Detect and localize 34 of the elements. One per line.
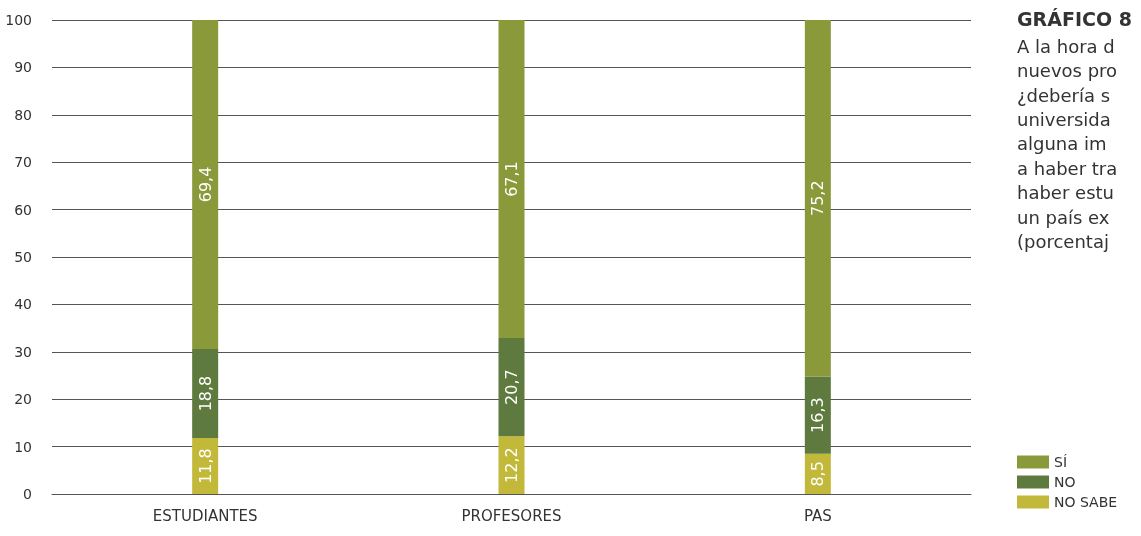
x-tick-label: PAS [803,506,832,525]
data-label: 67,1 [502,161,521,197]
data-label: 12,2 [502,447,521,483]
y-tick-label: 40 [14,296,32,313]
y-tick-label: 50 [14,249,32,265]
y-tick-label: 0 [23,486,32,502]
x-tick-label: PROFESORES [461,506,562,525]
y-tick-label: 100 [5,12,32,28]
y-tick-label: 90 [14,59,32,76]
y-tick-label: 10 [14,438,32,455]
legend-label: NO SABE [1054,494,1118,510]
legend-label: SÍ [1054,454,1068,470]
bar [192,20,219,349]
data-label: 11,8 [195,448,215,484]
text: GRÁFICO 8 [1017,7,1132,30]
data-label: 18,8 [195,375,215,412]
data-label: 16,3 [808,397,828,433]
y-tick-label: 60 [14,201,32,218]
data-label: 20,7 [502,369,521,405]
y-tick-label: 70 [14,154,32,171]
data-label: 8,5 [808,461,828,487]
y-tick-label: 20 [14,391,32,408]
bar [498,338,525,437]
bar [192,348,219,439]
y-tick-label: 80 [14,106,32,123]
bar [804,376,831,454]
data-label: 69,4 [195,166,215,203]
legend-label: NO [1054,474,1076,490]
y-tick-label: 30 [14,343,32,360]
data-label: 75,2 [808,180,828,217]
bar [498,20,525,339]
text: A la hora d nuevos pro ¿debería s universida alguna im a haber tra haber estu un país ex (porcentaj [1017,35,1118,252]
x-tick-label: ESTUDIANTES [152,506,258,525]
bar [804,20,831,377]
